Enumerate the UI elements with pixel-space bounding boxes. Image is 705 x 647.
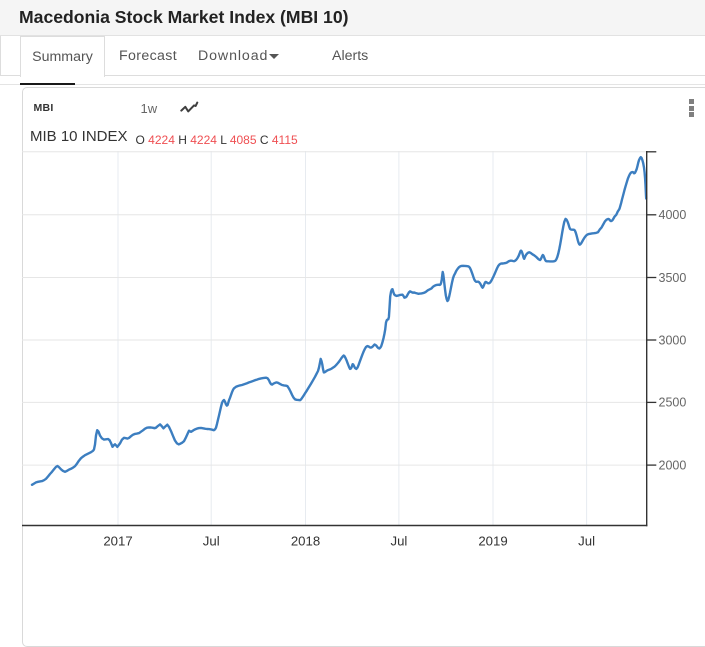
svg-text:2500: 2500 — [659, 396, 687, 410]
svg-text:Jul: Jul — [390, 533, 407, 548]
svg-text:2000: 2000 — [659, 458, 687, 472]
svg-text:3500: 3500 — [659, 271, 687, 285]
svg-text:2017: 2017 — [103, 533, 132, 548]
svg-text:Jul: Jul — [203, 533, 220, 548]
svg-text:3000: 3000 — [659, 333, 687, 347]
svg-text:2018: 2018 — [291, 533, 320, 548]
svg-text:2019: 2019 — [478, 533, 507, 548]
svg-text:4000: 4000 — [659, 208, 687, 222]
svg-text:Jul: Jul — [578, 533, 595, 548]
